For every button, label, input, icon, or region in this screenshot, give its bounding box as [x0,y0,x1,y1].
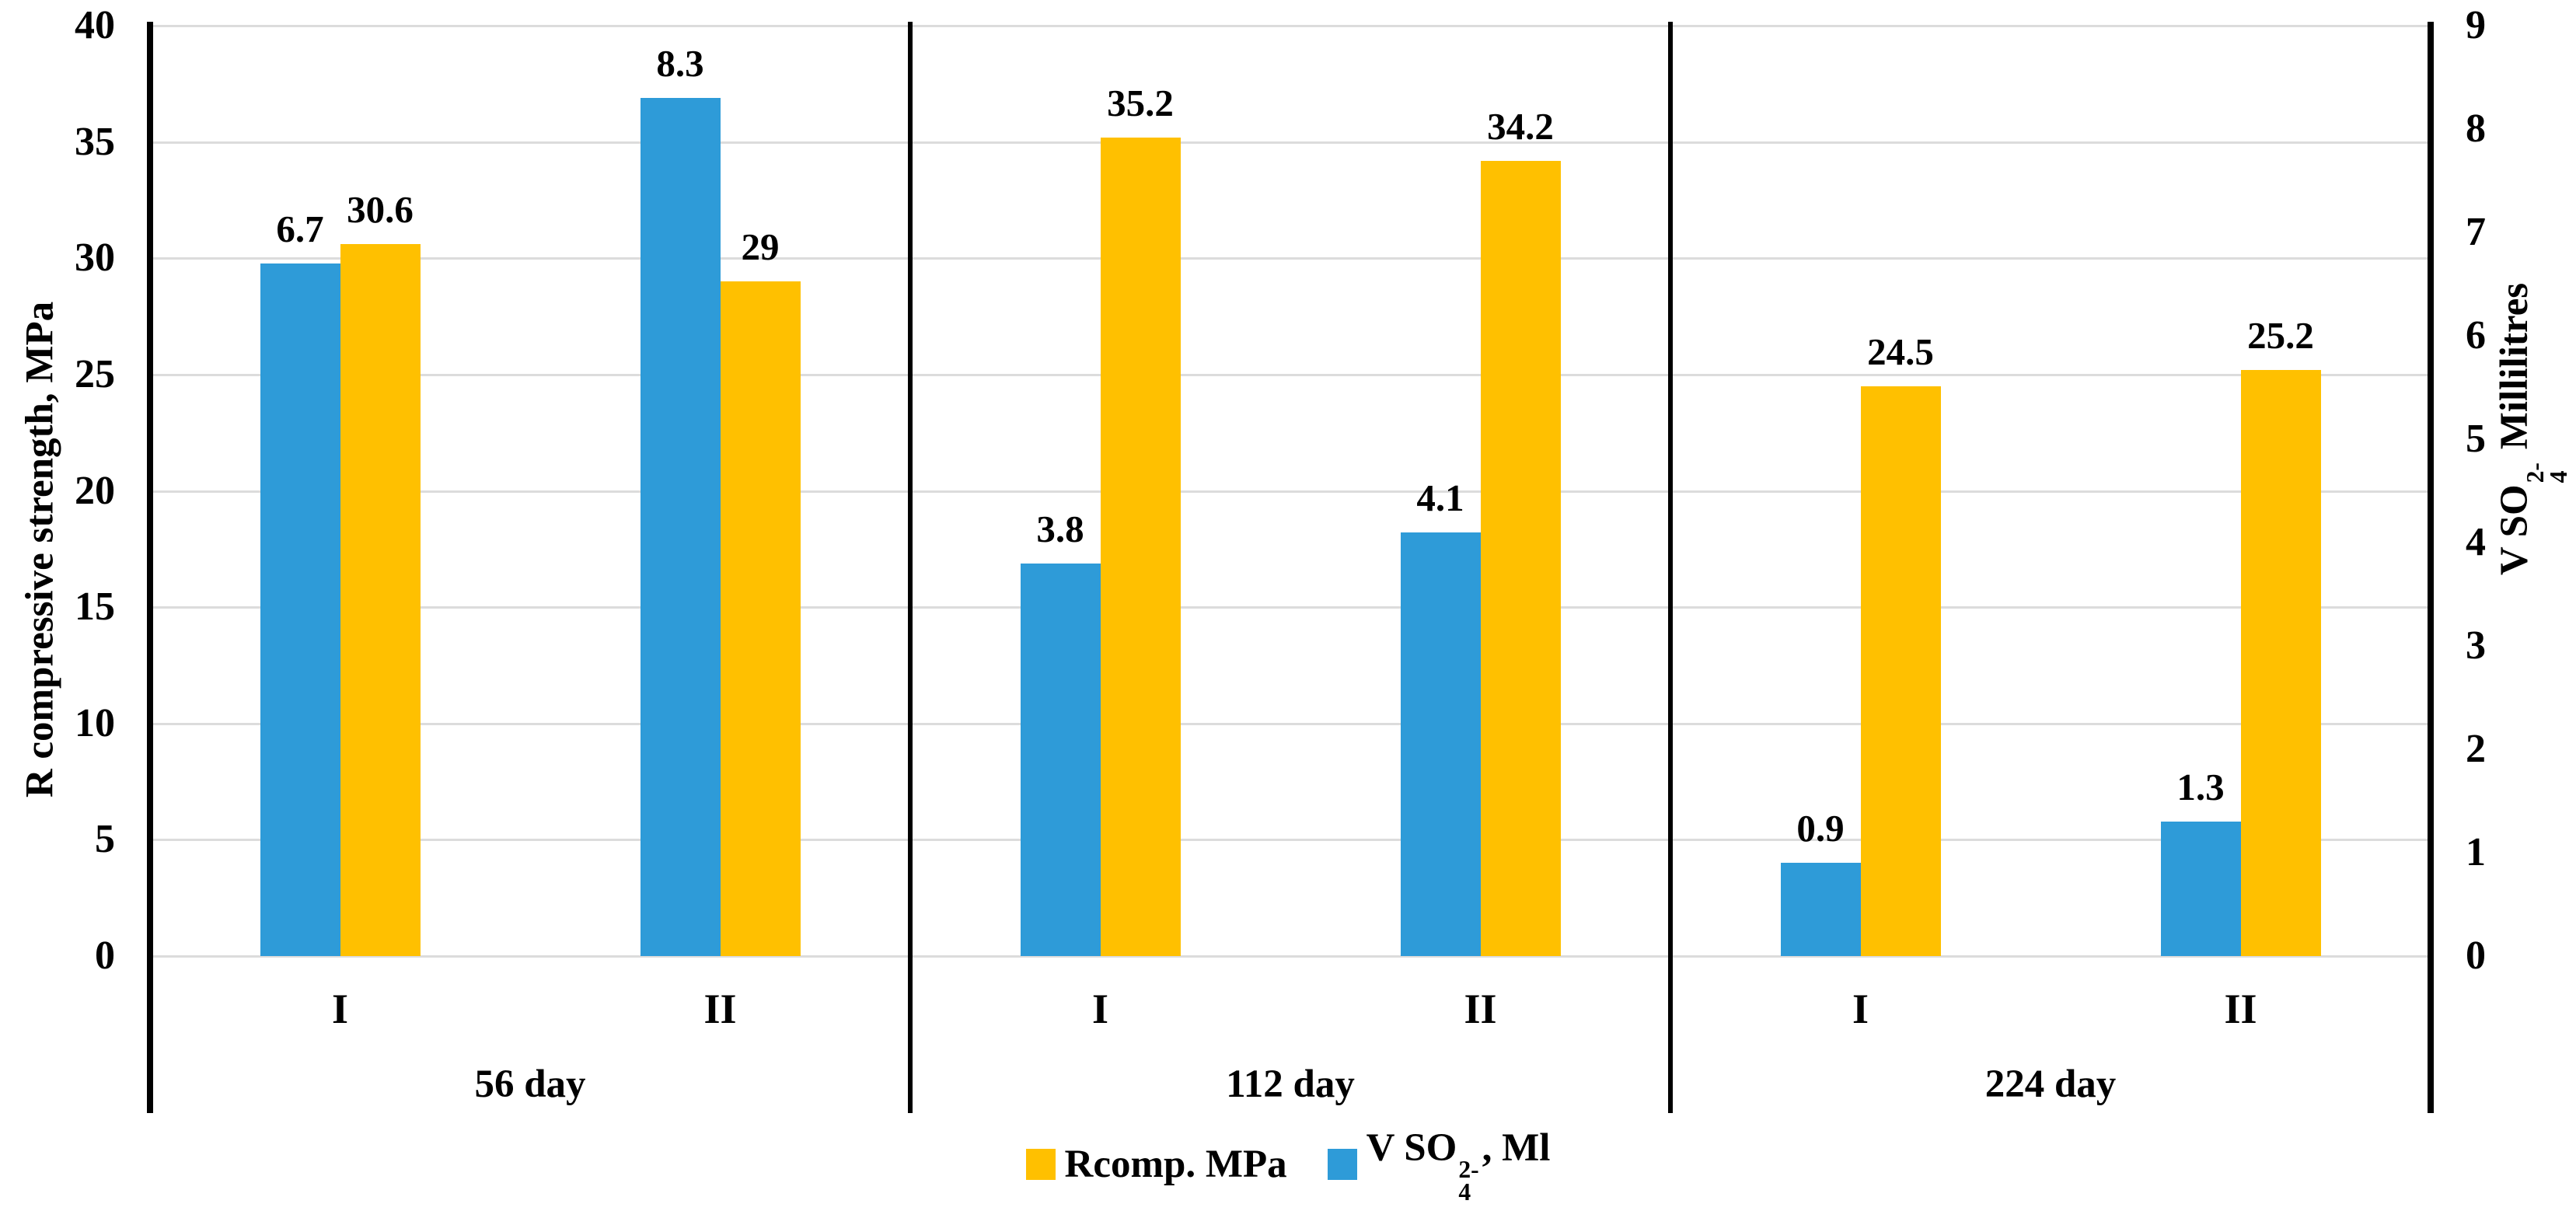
group-label: 224 day [1984,1063,2117,1106]
legend-item-vso4: V SO 2- 4, Ml [1327,1125,1551,1206]
legend-item-rcomp-label: Rcomp. MPa [1064,1143,1287,1186]
gridline [150,373,2431,376]
vso4-bar [640,98,721,956]
rcomp-bar [2240,369,2321,956]
rcomp-bar [720,281,801,956]
vso4-swatch-icon [1327,1149,1357,1180]
legend: Rcomp. MPa V SO 2- 4, Ml [0,1125,2576,1206]
legend-vso4-prefix: V SO [1366,1126,1457,1171]
vso4-bar [260,263,340,956]
right-axis-tick: 9 [2466,3,2486,47]
rcomp-value-label: 34.2 [1487,104,1554,148]
vso4-bar [1020,563,1101,956]
legend-item-vso4-label: V SO 2- 4, Ml [1366,1125,1551,1206]
legend-vso4-suffix: , Ml [1482,1126,1551,1171]
category-label: II [703,986,737,1032]
category-label: II [1464,986,1497,1032]
group-label: 56 day [474,1063,586,1106]
left-axis-tick: 10 [75,700,115,745]
left-axis-title-text: R compressive strength, MPa [18,301,62,798]
rcomp-value-label: 30.6 [347,188,414,232]
gridline [150,606,2431,609]
left-axis-tick: 0 [95,934,115,978]
right-axis-tick: 8 [2466,106,2486,151]
legend-item-rcomp: Rcomp. MPa [1025,1142,1287,1187]
right-axis-title-sub: 4 [2544,470,2572,483]
gridline [150,490,2431,493]
category-label: I [331,986,348,1032]
rcomp-value-label: 25.2 [2247,313,2314,357]
left-axis-tick: 20 [75,468,115,513]
rcomp-bar [340,244,421,956]
vso4-bar [1400,532,1481,956]
right-axis-line [2428,22,2434,1113]
rcomp-value-label: 35.2 [1107,81,1174,124]
right-axis-tick: 2 [2466,727,2486,771]
vso4-value-label: 0.9 [1796,807,1845,850]
rcomp-bar [1860,386,1941,956]
legend-vso4-sup: 2- [1458,1155,1479,1183]
gridline [150,257,2431,260]
left-axis-tick: 25 [75,351,115,396]
vso4-value-label: 1.3 [2176,766,2225,809]
rcomp-value-label: 24.5 [1867,330,1934,373]
right-axis-title-suffix: Millilitres [2493,282,2537,460]
left-axis-tick: 40 [75,3,115,47]
legend-vso4-subsup: 2- 4 [1458,1155,1479,1206]
category-label: II [2224,986,2257,1032]
gridline [150,839,2431,842]
right-axis-tick: 6 [2466,313,2486,358]
category-label: I [1091,986,1108,1032]
vso4-value-label: 6.7 [276,207,324,250]
legend-vso4-sub: 4 [1458,1178,1471,1206]
right-axis-tick: 4 [2466,520,2486,564]
vso4-value-label: 3.8 [1036,507,1084,550]
group-label: 112 day [1226,1063,1355,1106]
group-separator [908,22,913,1113]
group-separator [1668,22,1673,1113]
gridline [150,141,2431,144]
vso4-value-label: 8.3 [656,42,704,86]
vso4-bar [1780,863,1861,956]
right-axis-tick: 1 [2466,830,2486,874]
rcomp-bar [1100,137,1181,956]
right-axis-title-subsup: 2- 4 [2522,462,2572,483]
rcomp-swatch-icon [1025,1149,1056,1180]
gridline [150,722,2431,725]
left-axis-tick: 5 [95,817,115,862]
gridline [150,25,2431,27]
gridline [150,955,2431,958]
right-axis-title-text: V SO 2- 4 Millilitres [2493,282,2572,576]
right-axis-tick: 3 [2466,623,2486,668]
left-axis-line [147,22,153,1113]
right-axis-title-prefix: V SO [2493,484,2537,576]
left-axis-tick: 30 [75,236,115,281]
rcomp-bar [1480,160,1561,956]
right-axis-tick: 5 [2466,417,2486,461]
vso4-bar [2160,822,2241,956]
right-axis-title-sup: 2- [2522,462,2550,483]
left-axis-tick: 15 [75,585,115,630]
left-axis-tick: 35 [75,119,115,164]
vso4-value-label: 4.1 [1416,476,1464,519]
right-axis-tick: 7 [2466,210,2486,254]
rcomp-value-label: 29 [741,225,780,269]
category-label: I [1852,986,1869,1032]
right-axis-tick: 0 [2466,934,2486,978]
